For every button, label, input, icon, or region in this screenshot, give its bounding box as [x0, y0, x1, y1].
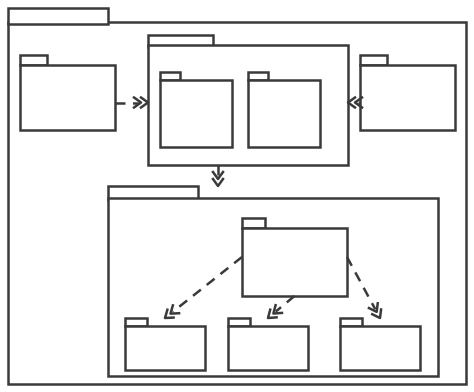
Bar [8, 8, 108, 24]
Bar [248, 72, 268, 80]
Bar [360, 65, 455, 130]
Bar [228, 318, 250, 326]
Bar [20, 55, 46, 65]
Bar [148, 35, 213, 47]
Bar [20, 65, 115, 130]
Bar [148, 45, 348, 165]
Bar [108, 198, 438, 376]
Bar [242, 218, 265, 228]
Bar [242, 228, 347, 296]
Bar [125, 318, 147, 326]
Bar [160, 72, 180, 80]
Bar [125, 326, 205, 370]
Bar [108, 186, 198, 200]
Bar [228, 326, 308, 370]
Bar [160, 80, 232, 147]
Bar [340, 326, 420, 370]
Bar [340, 318, 363, 326]
Bar [360, 55, 387, 65]
Bar [248, 80, 320, 147]
